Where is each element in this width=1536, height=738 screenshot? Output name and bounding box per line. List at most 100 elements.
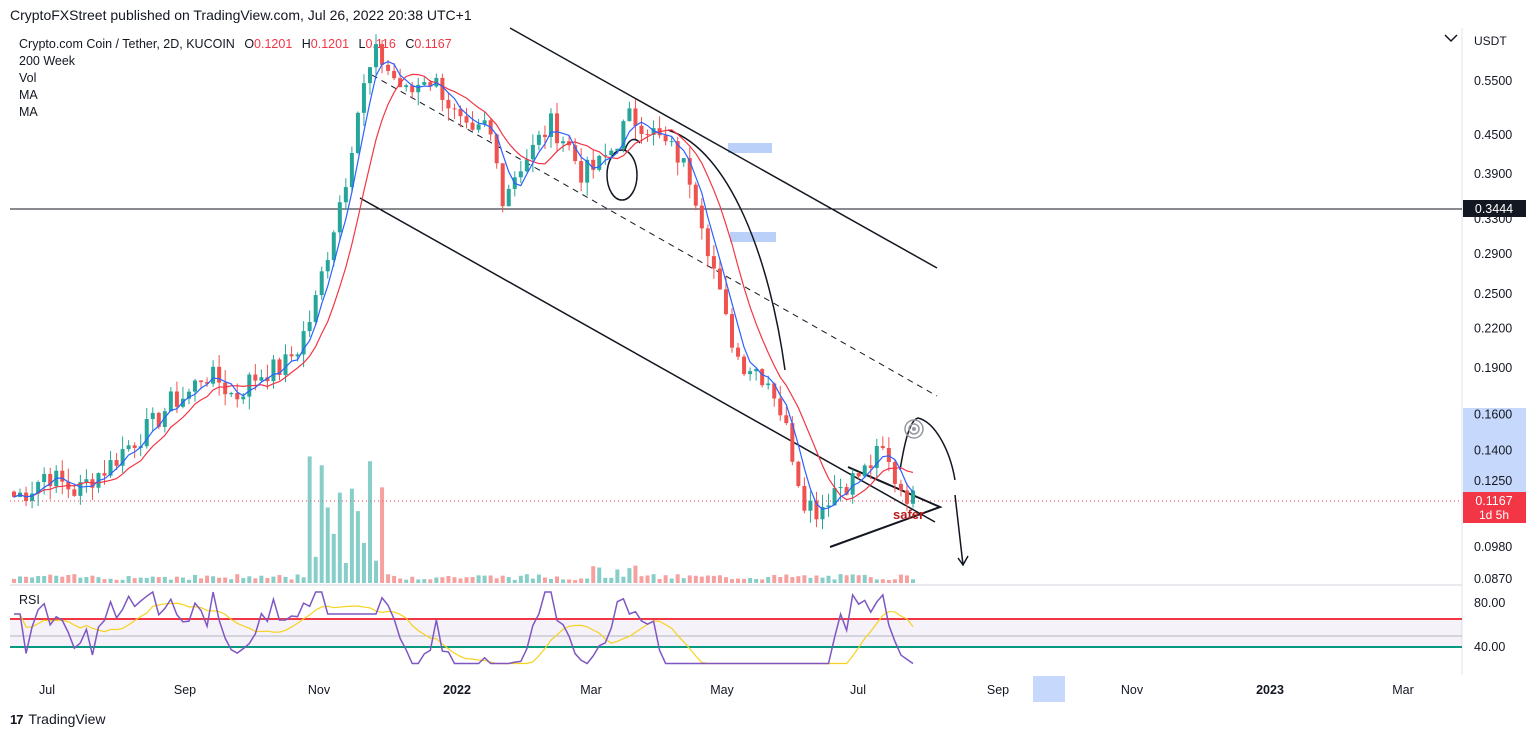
- rsi-axis[interactable]: 80.00 40.00: [1474, 596, 1505, 654]
- candle-body: [440, 77, 445, 100]
- chevron-down-icon[interactable]: [1444, 34, 1458, 43]
- volume-bar: [319, 465, 324, 583]
- open-value: 0.1201: [254, 37, 293, 51]
- volume-bar: [826, 575, 831, 583]
- drawn-circle[interactable]: [606, 149, 638, 201]
- volume-bar: [343, 562, 348, 583]
- volume-bar: [524, 574, 529, 583]
- price-tick-0: 0.5500: [1474, 74, 1512, 88]
- volume-bar: [464, 577, 469, 583]
- volume-bar: [760, 579, 765, 583]
- volume-bar: [217, 577, 222, 583]
- volume-bar: [434, 577, 439, 583]
- candle-body: [820, 506, 825, 520]
- symbol-description[interactable]: Crypto.com Coin / Tether, 2D, KUCOIN: [19, 37, 235, 51]
- candle-body: [524, 159, 529, 172]
- channel-mid-line[interactable]: [371, 74, 938, 397]
- volume-bar: [96, 577, 101, 583]
- candle-body: [193, 380, 198, 392]
- candle-body: [72, 489, 77, 496]
- time-axis[interactable]: Jul Sep Nov 2022 Mar May Jul Sep Nov 2023 Mar: [39, 683, 1414, 697]
- candle-body: [784, 415, 789, 424]
- indicator-ma-1[interactable]: MA: [19, 88, 38, 102]
- candle-body: [621, 121, 626, 149]
- candle-body: [555, 113, 560, 144]
- channel-upper-line[interactable]: [509, 27, 938, 269]
- arrow-head-icon: [957, 555, 969, 567]
- candle-body: [380, 44, 385, 65]
- price-tick-7: 0.1900: [1474, 361, 1512, 375]
- candle-body: [259, 377, 264, 381]
- drawn-arrow-down[interactable]: [954, 494, 964, 566]
- candle-body: [464, 116, 469, 123]
- volume-bar: [687, 575, 692, 583]
- volume-bars: [12, 456, 915, 583]
- volume-bar: [729, 579, 734, 583]
- level-tag: 0.3444: [1475, 202, 1513, 216]
- candle-body: [717, 268, 722, 290]
- candle-body: [874, 446, 879, 468]
- volume-bar: [476, 575, 481, 583]
- candle-body: [778, 398, 783, 416]
- time-tick-7: Sep: [987, 683, 1009, 697]
- volume-bar: [42, 575, 47, 583]
- candle-body: [144, 419, 149, 447]
- candle-body: [760, 369, 765, 386]
- drawn-curve-top[interactable]: [899, 417, 956, 481]
- volume-bar: [24, 576, 29, 583]
- candle-body: [651, 128, 656, 135]
- volume-bar: [639, 576, 644, 583]
- channel-lower-line[interactable]: [359, 197, 936, 523]
- drawn-curve-down[interactable]: [667, 129, 786, 371]
- volume-bar: [802, 575, 807, 583]
- volume-bar: [114, 579, 119, 583]
- candle-body: [573, 145, 578, 162]
- price-tick-1: 0.4500: [1474, 128, 1512, 142]
- time-tick-6: Jul: [850, 683, 866, 697]
- candle-body: [633, 108, 638, 126]
- candle-body: [404, 85, 409, 88]
- highlight-box-1: [728, 143, 772, 153]
- annotation-safer[interactable]: safer: [893, 507, 924, 522]
- candle-body: [772, 383, 777, 399]
- volume-bar: [235, 574, 240, 583]
- volume-bar: [609, 577, 614, 583]
- ma-slow-line: [13, 73, 914, 501]
- volume-bar: [573, 579, 578, 583]
- countdown-tag: 1d 5h: [1479, 508, 1509, 522]
- volume-bar: [66, 575, 71, 583]
- volume-bar: [126, 576, 131, 583]
- volume-bar: [844, 575, 849, 583]
- volume-bar: [820, 577, 825, 583]
- rsi-label: RSI: [19, 593, 40, 607]
- candle-body: [832, 488, 837, 506]
- candle-body: [591, 159, 596, 170]
- volume-bar: [102, 579, 107, 583]
- volume-bar: [199, 578, 204, 583]
- volume-bar: [585, 578, 590, 583]
- candle-body: [470, 122, 475, 130]
- candle-body: [446, 99, 451, 109]
- indicator-vol[interactable]: Vol: [19, 71, 37, 85]
- time-tick-3: 2022: [443, 683, 471, 697]
- volume-bar: [138, 577, 143, 583]
- candle-body: [530, 144, 535, 160]
- triangle-drawing[interactable]: [829, 466, 943, 548]
- indicator-ma-2[interactable]: MA: [19, 105, 38, 119]
- volume-bar: [772, 574, 777, 583]
- volume-bar: [832, 579, 837, 583]
- candle-body: [199, 380, 204, 383]
- candle-body: [114, 460, 119, 466]
- candle-body: [120, 449, 125, 466]
- volume-bar: [223, 577, 228, 583]
- volume-bar: [615, 569, 620, 583]
- candle-body: [711, 256, 716, 269]
- candle-body: [84, 479, 89, 483]
- last-price-tag-bg: [1463, 492, 1526, 523]
- indicator-200-week[interactable]: 200 Week: [19, 54, 76, 68]
- volume-bar: [144, 577, 149, 583]
- volume-bar: [796, 576, 801, 583]
- price-axis[interactable]: 0.55000.45000.39000.33000.29000.25000.22…: [1474, 74, 1512, 586]
- low-value: 0.116: [365, 37, 396, 51]
